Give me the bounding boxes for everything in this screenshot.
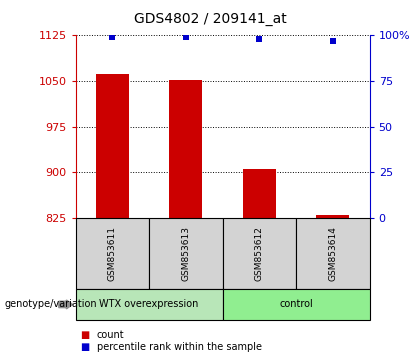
Text: GSM853613: GSM853613 xyxy=(181,225,190,281)
Text: WTX overexpression: WTX overexpression xyxy=(100,299,199,309)
Bar xyxy=(243,169,276,218)
Text: GDS4802 / 209141_at: GDS4802 / 209141_at xyxy=(134,12,286,27)
Text: GSM853612: GSM853612 xyxy=(255,225,264,281)
Text: genotype/variation: genotype/variation xyxy=(4,299,97,309)
Bar xyxy=(316,215,349,218)
Text: GSM853611: GSM853611 xyxy=(108,225,117,281)
Text: GSM853614: GSM853614 xyxy=(328,225,337,281)
Bar xyxy=(96,74,129,218)
Text: percentile rank within the sample: percentile rank within the sample xyxy=(97,342,262,352)
Text: ■: ■ xyxy=(80,342,89,352)
Text: count: count xyxy=(97,330,124,339)
Bar xyxy=(169,80,202,218)
Text: control: control xyxy=(279,299,313,309)
Text: ■: ■ xyxy=(80,330,89,339)
